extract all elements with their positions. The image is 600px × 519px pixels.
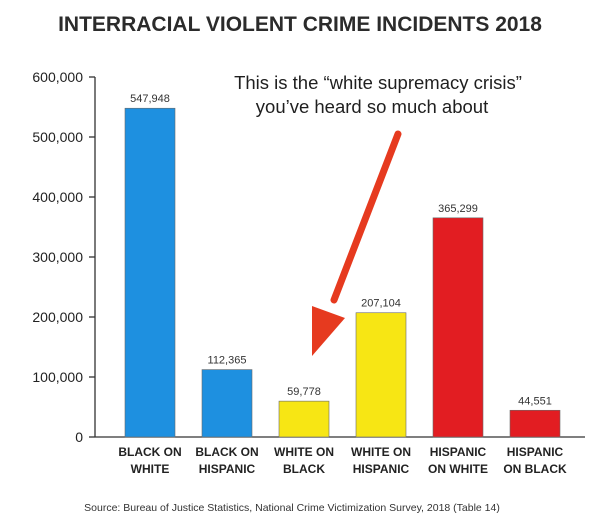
arrow-shaft	[330, 130, 402, 304]
bar	[124, 107, 176, 438]
data-label: 207,104	[361, 298, 401, 310]
bar	[432, 217, 484, 438]
category-label: BLACK ON	[195, 445, 258, 459]
bar	[509, 409, 561, 438]
y-tick-label: 0	[75, 429, 83, 445]
data-label: 59,778	[287, 386, 321, 398]
y-tick-label: 600,000	[32, 69, 83, 85]
data-label: 112,365	[208, 355, 247, 367]
category-label: WHITE ON	[274, 445, 334, 459]
data-label: 547,948	[130, 93, 170, 105]
category-label: BLACK	[283, 462, 325, 476]
y-tick-label: 500,000	[32, 129, 83, 145]
bar	[278, 400, 330, 438]
category-label: WHITE ON	[351, 445, 411, 459]
category-labels: BLACK ON WHITE BLACK ON HISPANIC WHITE ON BLA…	[118, 445, 567, 476]
y-tick-label: 400,000	[32, 189, 83, 205]
data-label: 44,551	[518, 395, 552, 407]
annotation: This is the “white supremacy crisis” you…	[234, 72, 522, 117]
axes: 0 100,000 200,000 300,000 400,000 500,000 600,…	[32, 69, 585, 445]
arrow	[312, 130, 402, 356]
y-tick-label: 100,000	[32, 369, 83, 385]
data-label: 365,299	[438, 203, 478, 215]
source-note: Source: Bureau of Justice Statistics, Na…	[84, 502, 500, 514]
value-labels: 547,948 112,365 59,778 207,104 365,299 44,551	[130, 93, 552, 407]
category-label: ON BLACK	[503, 462, 567, 476]
category-label: HISPANIC	[507, 445, 564, 459]
category-label: HISPANIC	[353, 462, 410, 476]
bar	[201, 369, 253, 438]
category-label: BLACK ON	[118, 445, 181, 459]
y-tick-label: 300,000	[32, 249, 83, 265]
annotation-line-2: you’ve heard so much about	[256, 96, 488, 117]
category-label: ON WHITE	[428, 462, 488, 476]
bar	[355, 312, 407, 438]
category-label: HISPANIC	[430, 445, 487, 459]
chart-title: INTERRACIAL VIOLENT CRIME INCIDENTS 2018	[58, 13, 542, 36]
y-tick-label: 200,000	[32, 309, 83, 325]
category-label: WHITE	[131, 462, 170, 476]
category-label: HISPANIC	[199, 462, 256, 476]
arrow-head	[312, 306, 345, 356]
bars	[124, 107, 561, 438]
annotation-line-1: This is the “white supremacy crisis”	[234, 72, 522, 93]
